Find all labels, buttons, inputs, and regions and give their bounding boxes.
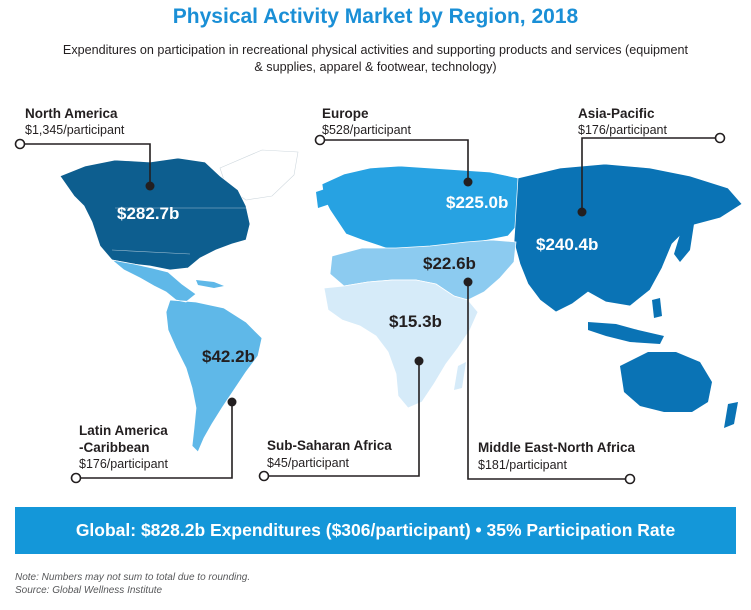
latin-america-name-line1: Latin America <box>79 423 168 438</box>
north-america-shape <box>59 157 251 271</box>
mena-per-participant: $181/participant <box>478 458 567 472</box>
asia-pacific-value: $240.4b <box>536 235 598 254</box>
latin-america-value: $42.2b <box>202 347 255 366</box>
asia-pacific-name: Asia-Pacific <box>578 106 655 121</box>
footnote: Note: Numbers may not sum to total due t… <box>15 571 250 597</box>
sub-saharan-africa-shape <box>323 279 479 409</box>
latin-america-per-participant: $176/participant <box>79 457 168 471</box>
europe-name: Europe <box>322 106 369 121</box>
mena-value: $22.6b <box>423 254 476 273</box>
europe-per-participant: $528/participant <box>322 123 411 137</box>
north-america-name: North America <box>25 106 118 121</box>
japan-shape <box>674 224 694 262</box>
leader-endpoints <box>14 132 726 485</box>
caribbean-islands <box>196 280 224 288</box>
australia-shape <box>620 352 712 412</box>
region-dots <box>145 177 587 407</box>
philippines-shape <box>652 298 662 318</box>
europe-value: $225.0b <box>446 193 508 212</box>
asia-pacific-per-participant: $176/participant <box>578 123 667 137</box>
global-summary-banner: Global: $828.2b Expenditures ($306/parti… <box>15 507 736 554</box>
latin-america-name-line2: -Caribbean <box>79 440 150 455</box>
new-zealand-shape <box>724 402 738 428</box>
north-america-per-participant: $1,345/participant <box>25 123 125 137</box>
latin-america-shape <box>110 259 263 453</box>
mena-name: Middle East-North Africa <box>478 440 636 455</box>
uk-shape <box>316 188 330 208</box>
leader-lines <box>20 137 720 480</box>
sub-saharan-africa-value: $15.3b <box>389 312 442 331</box>
page-title: Physical Activity Market by Region, 2018 <box>172 5 579 28</box>
subtitle: Expenditures on participation in recreat… <box>62 43 689 74</box>
sub-saharan-africa-per-participant: $45/participant <box>267 456 350 470</box>
sub-saharan-africa-name: Sub-Saharan Africa <box>267 438 392 453</box>
source-note: Source: Global Wellness Institute <box>15 585 163 596</box>
asia-pacific-shape <box>513 163 743 313</box>
north-america-value: $282.7b <box>117 204 179 223</box>
rounding-note: Note: Numbers may not sum to total due t… <box>15 572 251 583</box>
madagascar-shape <box>454 362 466 390</box>
indonesia-shape <box>588 322 664 344</box>
